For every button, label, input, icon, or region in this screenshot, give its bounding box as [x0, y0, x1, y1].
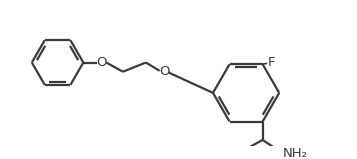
Text: NH₂: NH₂: [283, 147, 308, 159]
Text: O: O: [96, 56, 107, 69]
Text: O: O: [159, 65, 170, 78]
Text: F: F: [268, 56, 276, 69]
